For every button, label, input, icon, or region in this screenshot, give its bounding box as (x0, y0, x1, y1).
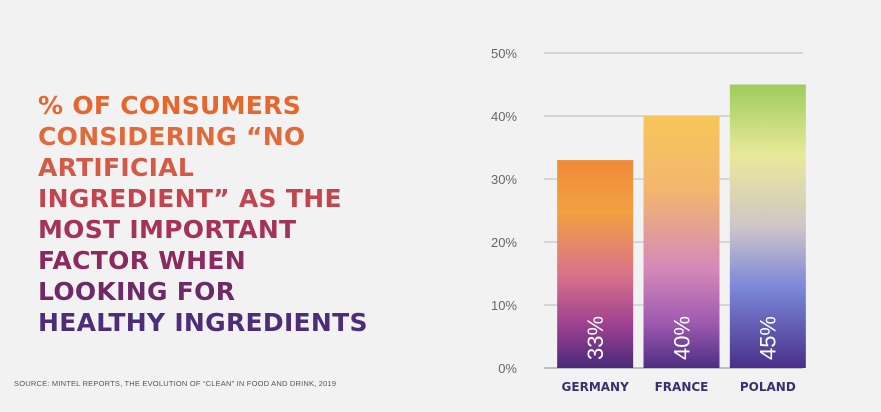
bar-value-label: 40% (669, 316, 694, 360)
x-tick-label: POLAND (740, 380, 796, 394)
y-tick-label: 50% (491, 46, 517, 61)
y-tick-label: 30% (491, 172, 517, 187)
x-axis-ticks: GERMANY FRANCE POLAND (562, 380, 796, 394)
bars: 33% 40% 45% (557, 84, 806, 368)
headline-line-7: LOOKING FOR (38, 277, 236, 306)
bar-value-label: 45% (756, 316, 781, 360)
y-tick-label: 40% (491, 109, 517, 124)
y-tick-label: 20% (491, 235, 517, 250)
headline-line-2: CONSIDERING “NO (38, 122, 306, 151)
headline-line-6: FACTOR WHEN (38, 246, 246, 275)
source-note: SOURCE: MINTEL REPORTS, THE EVOLUTION OF… (14, 379, 337, 388)
headline-line-5: MOST IMPORTANT (38, 215, 297, 244)
y-axis-ticks: 0% 10% 20% 30% 40% 50% (491, 46, 517, 376)
bar-poland (729, 84, 806, 368)
bar-france (643, 116, 720, 368)
headline-line-3: ARTIFICIAL (38, 153, 195, 182)
headline-line-8: HEALTHY INGREDIENTS (38, 308, 368, 337)
headline: % OF CONSUMERS CONSIDERING “NO ARTIFICIA… (38, 90, 438, 338)
y-tick-label: 10% (491, 298, 517, 313)
y-tick-label: 0% (498, 361, 517, 376)
x-tick-label: GERMANY (562, 380, 630, 394)
bar-value-label: 33% (583, 316, 608, 360)
headline-line-1: % OF CONSUMERS (38, 91, 302, 120)
headline-line-4: INGREDIENT” AS THE (38, 184, 342, 213)
x-tick-label: FRANCE (655, 380, 709, 394)
bar-germany (557, 160, 634, 368)
